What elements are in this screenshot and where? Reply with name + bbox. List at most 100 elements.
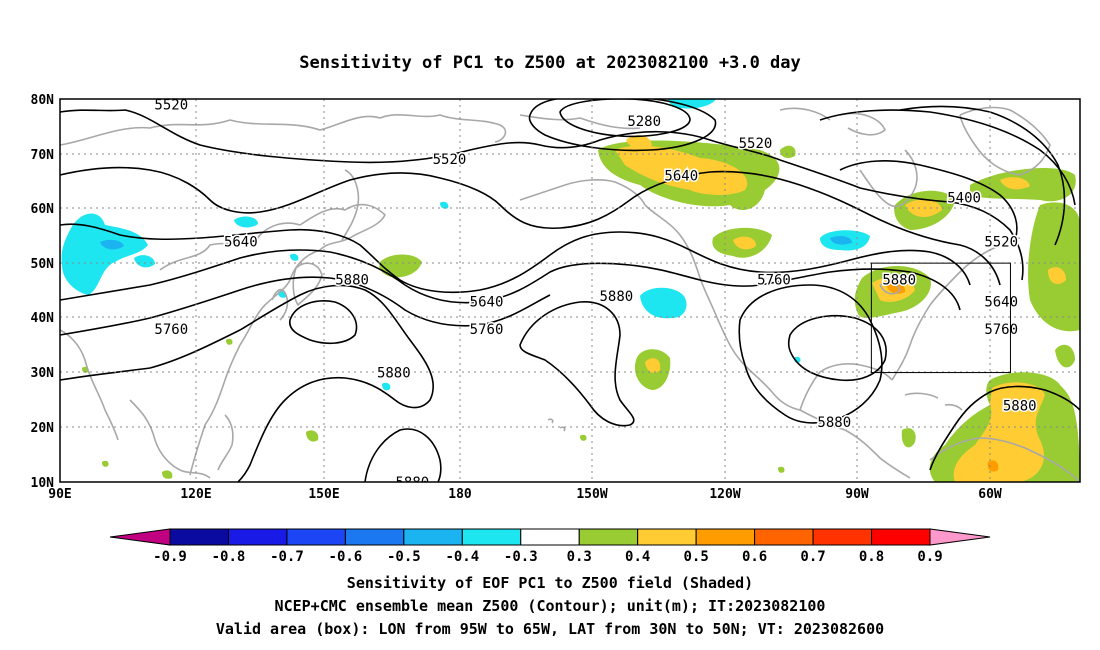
shade-positive [901,428,916,448]
shade-positive [1028,202,1080,332]
colorbar-label: -0.3 [504,549,538,565]
caption-line-1: Sensitivity of EOF PC1 to Z500 field (Sh… [347,574,753,592]
shade-positive [162,470,173,479]
colorbar-cell [227,528,288,546]
contour-5640-north [60,166,1001,286]
shade-positive-core [953,382,1045,482]
z500-contours [60,99,1080,482]
colorbar-label: 0.3 [567,549,592,565]
lat-label: 70N [31,148,55,163]
contour-5760-south [60,276,551,336]
colorbar-cell [344,528,405,546]
colorbar-label: -0.8 [212,549,246,565]
contour-label: 5400 [947,190,981,206]
colorbar-cell [578,528,639,546]
shade-negative [234,216,258,228]
colorbar-cell [637,528,697,546]
lon-label: 150W [576,487,607,502]
contour-5880-west-high [288,300,358,345]
coastline-greenland [959,106,1051,176]
coastline-north-america-west [644,204,801,411]
contour-labels: 5520 5280 5520 5520 5640 5400 5640 5520 5880 5760… [153,99,1038,491]
contour-label: 5880 [335,273,369,289]
coastline-kamchatka [341,169,360,241]
contour-5880-east-high [738,284,883,424]
contour-label: 5880 [377,366,411,382]
shade-positive-core [615,145,748,195]
colorbar-label: -0.4 [445,549,479,565]
lat-label: 80N [31,93,55,108]
shade-positive-core [626,135,652,150]
shade-positive [580,434,587,441]
coastline-asia-east [159,203,386,476]
colorbar-labels: -0.9 -0.8 -0.7 -0.6 -0.5 -0.4 -0.3 0.3 0.4 0.5 0.6… [153,549,943,565]
colorbar-label: -0.9 [153,549,187,565]
lat-label: 10N [31,476,55,491]
contour-label: 5880 [396,475,430,491]
colorbar-label: 0.7 [800,549,825,565]
colorbar-cell [403,528,463,546]
coastline-philippines [217,414,234,471]
colorbar-cell [520,528,580,546]
shade-positive [1055,344,1075,368]
colorbar-cell [754,528,814,546]
graticule [60,99,1080,482]
lon-label: 120E [180,487,211,502]
colorbar-cell [871,528,931,546]
colorbar-cell [286,528,346,546]
contour-label: 5760 [154,322,188,338]
coastline-central-america [799,409,911,479]
caption-line-3: Valid area (box): LON from 95W to 65W, L… [216,620,884,638]
colorbar-cell [812,528,873,546]
colorbar-over-triangle [929,528,991,546]
shade-positive-core [987,460,999,472]
contour-label: 5760 [757,273,791,289]
caption-line-2: NCEP+CMC ensemble mean Z500 (Contour); u… [275,597,826,615]
coastline-asia-north [60,113,507,146]
contour-label: 5760 [984,322,1018,338]
lat-label: 30N [31,366,55,381]
contour-5400-low [528,99,717,152]
shade-positive [306,430,319,442]
contour-label: 5640 [664,169,698,185]
colorbar-label: 0.8 [859,549,884,565]
contour-label: 5880 [600,289,634,305]
contour-5880-central [519,301,635,427]
coastline-hawaii [547,418,566,432]
shade-positive [379,254,422,278]
contour-label: 5640 [470,294,504,310]
colorbar-label: -0.7 [270,549,304,565]
contour-label: 5880 [817,415,851,431]
contour-label: 5520 [433,152,467,168]
lon-label: 90W [845,487,869,502]
colorbar-cell [169,528,229,546]
colorbar-label: 0.4 [625,549,650,565]
coastline-arctic-islands [779,107,886,136]
colorbar: -0.9 -0.8 -0.7 -0.6 -0.5 -0.4 -0.3 0.3 0.4 0.5 0.6… [109,528,991,565]
coastline-caribbean [904,392,963,411]
valid-area-box [870,262,1011,374]
lat-label: 20N [31,421,55,436]
longitude-labels: 90E 120E 150E 180 150W 120W 90W 60W [48,487,1002,502]
colorbar-label: -0.5 [387,549,421,565]
lat-label: 40N [31,311,55,326]
contour-label: 5880 [882,273,916,289]
coastline-gulf-mexico [799,363,893,411]
shade-negative-core [830,235,852,245]
contour-5880-south-west [364,428,442,482]
shade-negative [640,287,687,319]
shade-positive-core [1048,267,1066,285]
map-frame [59,98,1081,483]
contour-label: 5640 [224,234,258,250]
lat-label: 50N [31,257,55,272]
coastline-indochina [129,399,211,479]
shade-negative-core [100,239,124,250]
shade-positive [226,338,233,345]
contour-label: 5520 [984,234,1018,250]
shade-negative [440,201,449,209]
lat-label: 60N [31,202,55,217]
contour-label: 5520 [739,136,773,152]
coastline-great-lakes [879,281,901,295]
contour-5880-east-inner [787,314,887,382]
shade-positive [102,460,109,467]
